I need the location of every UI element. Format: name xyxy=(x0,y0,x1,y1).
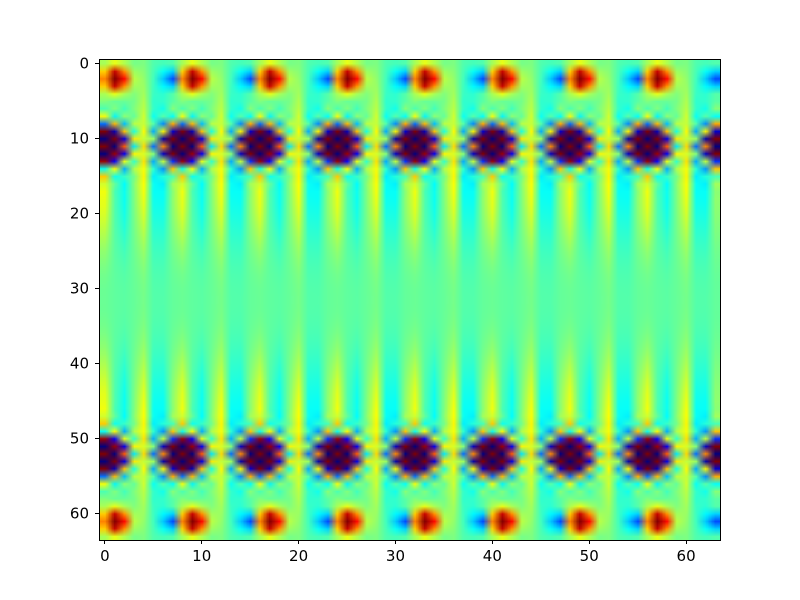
x-tick-label: 30 xyxy=(385,547,406,565)
heatmap-canvas xyxy=(100,60,720,540)
x-tick-label: 60 xyxy=(676,547,696,565)
y-tick xyxy=(95,63,99,65)
x-tick xyxy=(685,540,687,544)
y-tick-label: 20 xyxy=(69,204,89,223)
y-tick-label: 60 xyxy=(69,504,89,523)
x-tick xyxy=(588,540,590,544)
x-tick-label: 0 xyxy=(100,547,110,565)
x-tick xyxy=(394,540,396,544)
x-tick xyxy=(104,540,106,544)
x-tick xyxy=(201,540,203,544)
y-tick-label: 0 xyxy=(79,54,89,73)
y-tick-label: 50 xyxy=(69,429,89,448)
y-tick xyxy=(95,513,99,515)
y-tick-label: 10 xyxy=(69,129,89,148)
x-tick-label: 40 xyxy=(482,547,502,565)
x-tick xyxy=(298,540,300,544)
y-tick-label: 30 xyxy=(69,279,89,298)
y-tick xyxy=(95,138,99,140)
y-tick-label: 40 xyxy=(69,354,89,373)
y-tick xyxy=(95,438,99,440)
y-tick xyxy=(95,213,99,215)
plot-area xyxy=(99,59,721,541)
y-tick xyxy=(95,288,99,290)
x-tick-label: 50 xyxy=(579,547,599,565)
y-tick xyxy=(95,363,99,365)
x-tick-label: 20 xyxy=(289,547,309,565)
x-tick xyxy=(491,540,493,544)
x-tick-label: 10 xyxy=(192,547,212,565)
